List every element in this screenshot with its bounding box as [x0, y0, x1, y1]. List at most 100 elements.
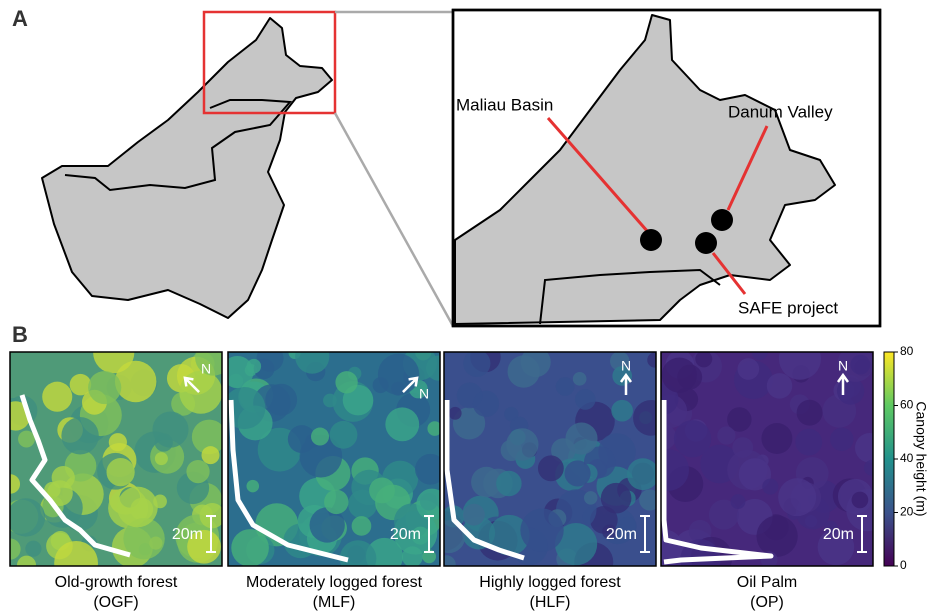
tree-crown [329, 420, 358, 449]
tree-crown [565, 422, 598, 455]
tree-crown [600, 482, 632, 514]
canopy-map [10, 352, 222, 566]
tree-crown [830, 427, 854, 452]
tree-crown [488, 514, 530, 556]
tree-crown [633, 399, 656, 436]
tree-crown [751, 352, 768, 361]
tree-crown [18, 430, 35, 448]
scale-bar [206, 515, 216, 553]
tree-crown [186, 459, 210, 484]
site-marker [695, 232, 717, 254]
tree-crown [201, 446, 220, 465]
tree-crown [351, 516, 372, 536]
site-label: SAFE project [738, 298, 838, 317]
tree-crown [602, 524, 617, 540]
tree-crown [738, 458, 772, 491]
tree-crown [372, 377, 389, 394]
tree-crown [708, 499, 739, 530]
panel-frame [660, 351, 874, 567]
tree-crown [191, 419, 222, 455]
scale-label: 20m [823, 526, 854, 543]
tree-crown [444, 555, 456, 566]
tree-crown [228, 387, 266, 430]
tree-crown [647, 352, 656, 368]
tree-crown [661, 449, 689, 491]
tree-crown [864, 459, 873, 476]
tree-crown [824, 520, 838, 535]
tree-crown [756, 515, 798, 557]
scale-label: 20m [390, 526, 421, 543]
site-label: Danum Valley [728, 102, 833, 121]
tree-crown [54, 540, 98, 566]
tree-crown [93, 352, 135, 374]
tree-crown [114, 360, 157, 403]
tree-crown [795, 428, 823, 456]
tree-crown [187, 529, 221, 564]
scale-label: 20m [606, 526, 637, 543]
tree-crown [246, 479, 260, 493]
zoom-line [333, 112, 455, 327]
tree-crown [572, 372, 587, 386]
tree-crown [416, 488, 440, 520]
tree-crown [427, 421, 440, 436]
tree-crown [106, 458, 135, 487]
tree-crown [10, 474, 21, 494]
tree-crown [385, 407, 420, 442]
tree-crown [154, 452, 168, 466]
site-pointer [726, 125, 769, 211]
north-label: N [201, 361, 211, 377]
panel-caption: (HLF) [530, 594, 571, 611]
tree-crown [618, 516, 637, 536]
colorbar-tick-label: 60 [900, 398, 914, 412]
tree-crown [246, 358, 262, 374]
tree-crown [69, 373, 92, 396]
zoom-box [202, 10, 337, 115]
tree-crown [411, 526, 430, 545]
height-profile [19, 394, 131, 558]
tree-crown [761, 423, 793, 454]
tree-crown [123, 517, 165, 560]
tree-crown [851, 491, 869, 509]
panel-caption: (OGF) [93, 594, 138, 611]
tree-crown [195, 352, 222, 376]
border [64, 99, 293, 192]
tree-crown [228, 355, 254, 389]
tree-crown [496, 470, 522, 497]
tree-crown [335, 371, 358, 394]
tree-crown [309, 507, 345, 543]
scale-bar [640, 515, 650, 553]
site-pointer [711, 252, 747, 295]
panel-caption: (MLF) [313, 594, 356, 611]
canopy-map [228, 352, 440, 566]
tree-crown [583, 491, 598, 505]
tree-crown [448, 406, 462, 420]
tree-crown [836, 377, 865, 405]
north-arrow [619, 372, 633, 395]
tree-crown [854, 433, 873, 463]
site-pointer [546, 117, 650, 233]
north-arrow [183, 376, 200, 393]
tree-crown [796, 399, 823, 426]
tree-crown [152, 411, 189, 448]
tree-crown [299, 434, 343, 478]
canopy-map [444, 352, 656, 566]
colorbar-label: Canopy height (m) [913, 401, 929, 516]
tree-crown [463, 352, 491, 377]
tree-crown [537, 455, 564, 482]
height-profile [444, 400, 525, 561]
canopy-map [661, 352, 873, 566]
tree-crown [16, 555, 37, 566]
tree-crown [766, 373, 793, 399]
tree-crown [520, 352, 551, 378]
north-label: N [838, 358, 848, 374]
panel-caption: (OP) [750, 594, 784, 611]
panel-frame [227, 351, 441, 567]
north-label: N [419, 386, 429, 402]
tree-crown [506, 428, 539, 461]
tree-crown [10, 538, 21, 560]
scale-bar [857, 515, 867, 553]
tree-crown [730, 494, 746, 510]
tree-crown [472, 390, 500, 417]
tree-crown [265, 383, 298, 416]
